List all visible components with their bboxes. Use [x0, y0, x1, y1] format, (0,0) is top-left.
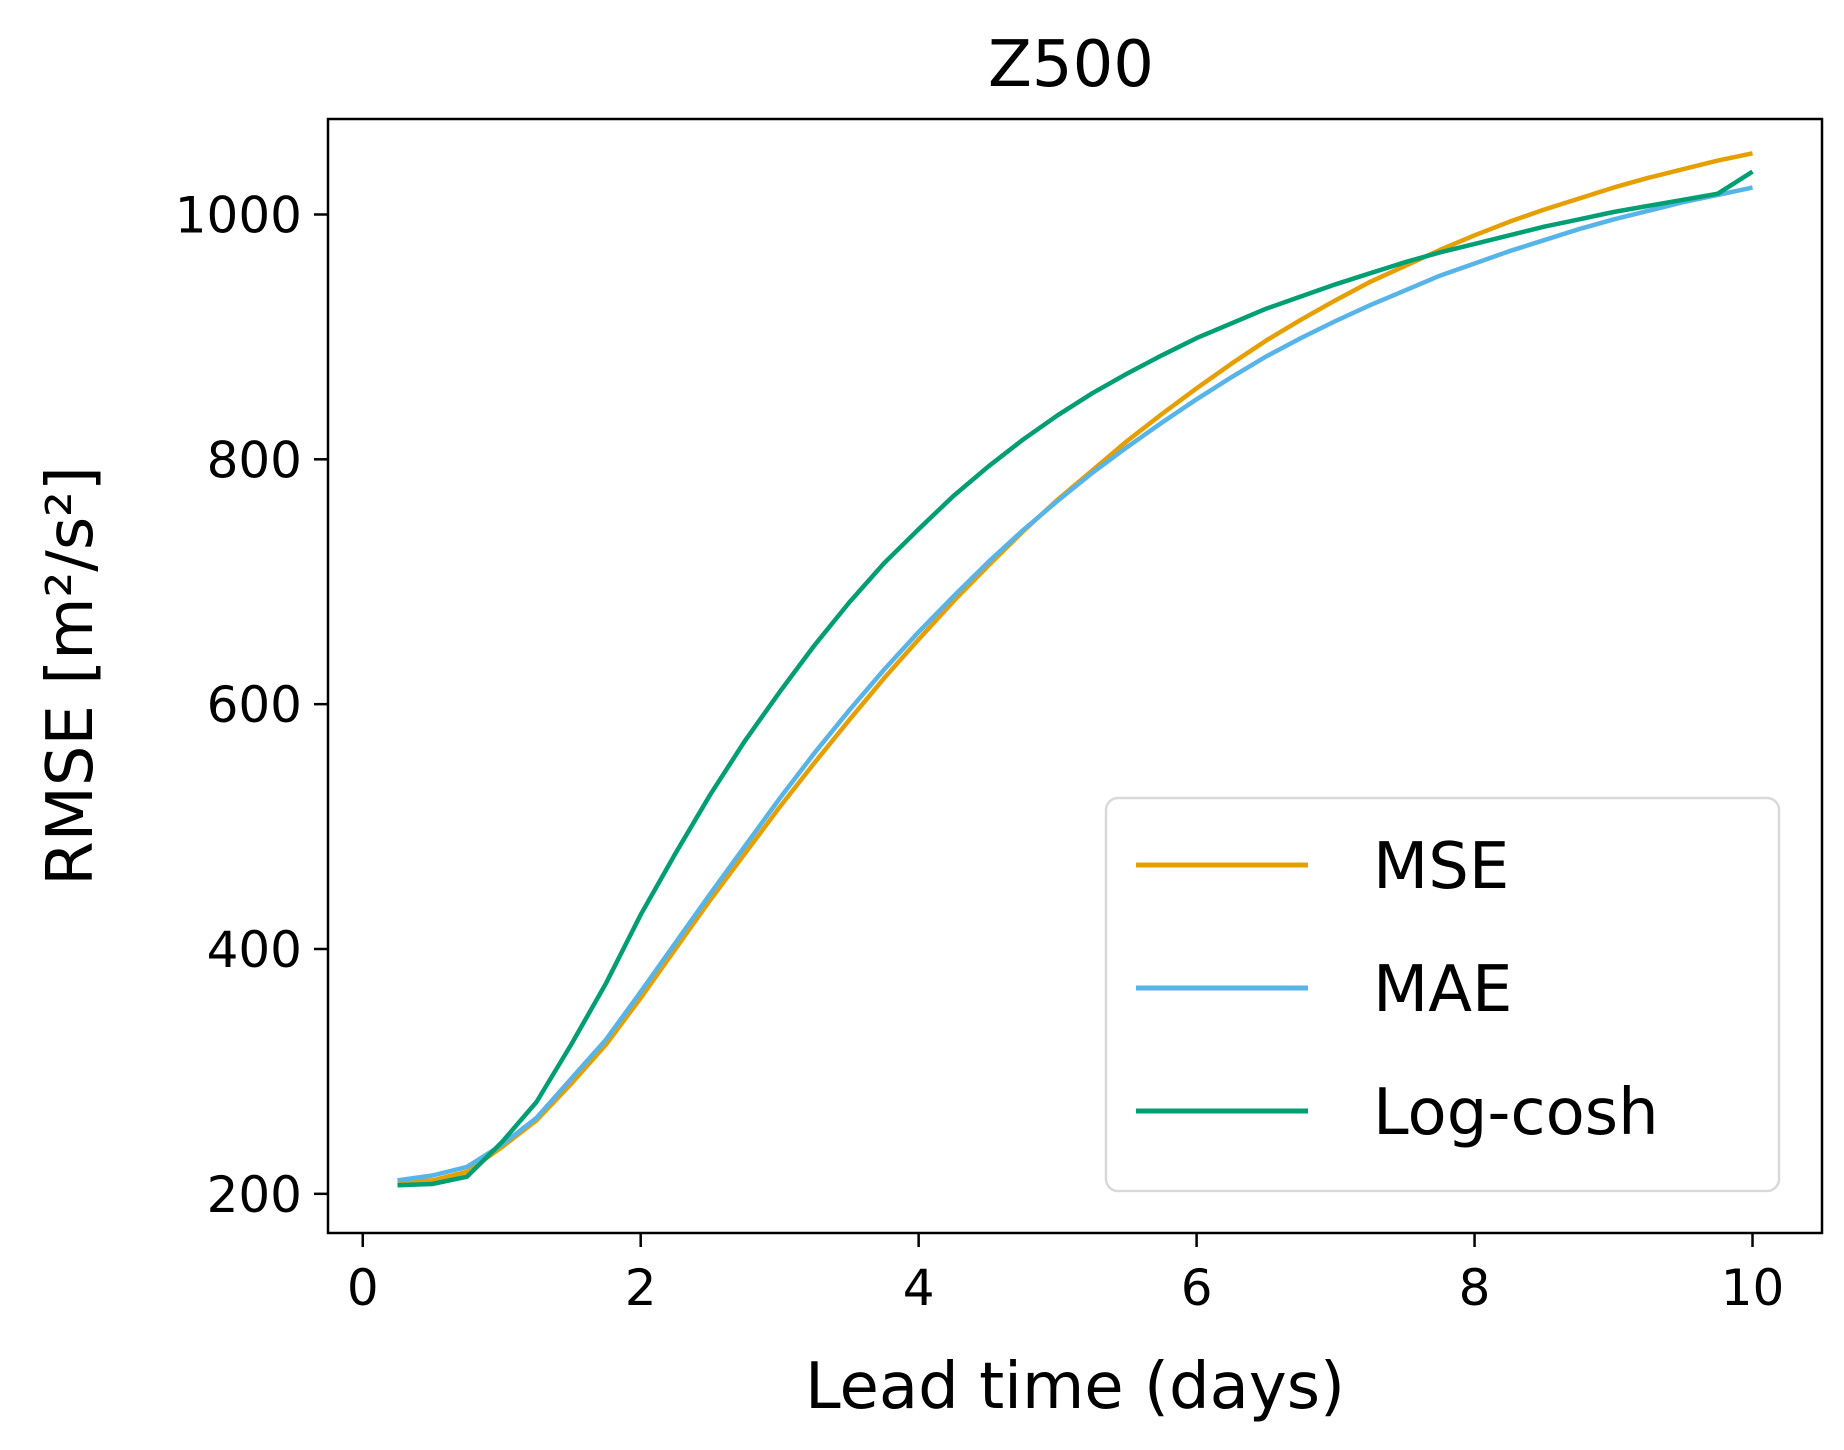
- legend-label-mae: MAE: [1373, 953, 1512, 1027]
- y-tick-label: 600: [207, 676, 302, 734]
- x-tick-label: 4: [903, 1259, 935, 1317]
- series-line-mae: [397, 185, 1753, 1183]
- y-tick-label: 200: [207, 1166, 302, 1224]
- x-axis: 0 2 4 6 8 10: [347, 1233, 1784, 1317]
- x-tick-label: 6: [1181, 1259, 1213, 1317]
- plot-frame: [326, 117, 1824, 1235]
- y-axis: 200 400 600 800 1000: [175, 186, 328, 1224]
- chart-title: Z500: [988, 28, 1154, 102]
- x-tick-label: 0: [347, 1259, 379, 1317]
- legend-label-log-cosh: Log-cosh: [1373, 1076, 1659, 1150]
- y-tick-label: 1000: [175, 186, 302, 244]
- x-tick-label: 8: [1459, 1259, 1491, 1317]
- series-layer: [397, 151, 1754, 1188]
- legend-box: [1104, 796, 1781, 1193]
- x-tick-label: 2: [625, 1259, 657, 1317]
- legend-label-mse: MSE: [1373, 830, 1509, 904]
- series-line-log-cosh: [397, 169, 1754, 1188]
- legend: MSE MAE Log-cosh: [1104, 796, 1781, 1193]
- x-tick-label: 10: [1721, 1259, 1785, 1317]
- x-axis-label: Lead time (days): [805, 1350, 1345, 1424]
- y-tick-label: 800: [207, 431, 302, 489]
- y-axis-label: RMSE [m²/s²]: [34, 466, 108, 886]
- y-tick-label: 400: [207, 921, 302, 979]
